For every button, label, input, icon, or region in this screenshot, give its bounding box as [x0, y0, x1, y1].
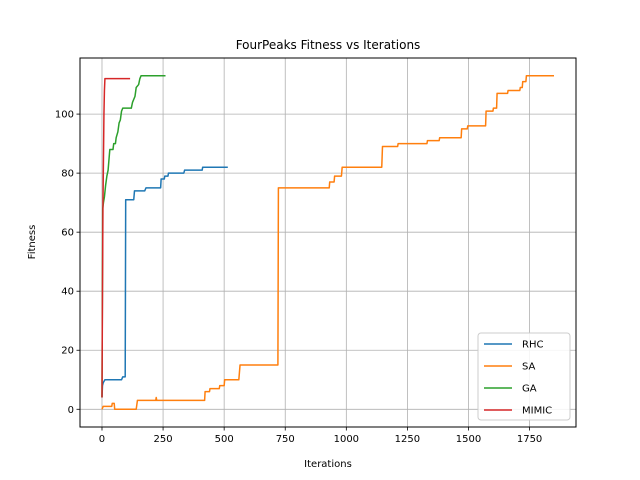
chart-title: FourPeaks Fitness vs Iterations	[236, 38, 421, 52]
axis-ticks: 0 250 500 750 1000 1250 1500 1750 0 20 40 60 80 100	[55, 110, 542, 445]
x-tick-label: 1000	[334, 434, 359, 445]
x-tick-label: 1750	[517, 434, 542, 445]
series-lines	[101, 74, 555, 411]
y-tick-label: 0	[68, 405, 74, 416]
legend-label-rhc: RHC	[522, 340, 543, 351]
plot-frame	[79, 57, 577, 428]
legend-box	[477, 332, 571, 421]
y-tick-label: 20	[61, 346, 74, 357]
series-line-ga	[101, 74, 166, 398]
x-tick-label: 0	[99, 434, 105, 445]
x-tick-label: 1500	[456, 434, 481, 445]
series-line-rhc	[101, 166, 228, 398]
legend-label-sa: SA	[522, 362, 536, 373]
legend-label-ga: GA	[522, 384, 537, 395]
x-tick-label: 250	[154, 434, 173, 445]
series-line-sa	[101, 74, 555, 411]
x-tick-label: 1250	[395, 434, 420, 445]
legend-label-mimic: MIMIC	[522, 406, 552, 417]
x-tick-label: 750	[276, 434, 295, 445]
y-tick-label: 60	[61, 228, 74, 239]
legend: RHC SA GA MIMIC	[477, 332, 571, 421]
y-tick-label: 80	[61, 169, 74, 180]
x-axis-label: Iterations	[304, 459, 352, 470]
y-tick-label: 40	[61, 287, 74, 298]
y-axis-label: Fitness	[27, 225, 38, 260]
x-tick-label: 500	[215, 434, 234, 445]
series-line-mimic	[101, 77, 131, 398]
y-tick-label: 100	[55, 110, 74, 121]
